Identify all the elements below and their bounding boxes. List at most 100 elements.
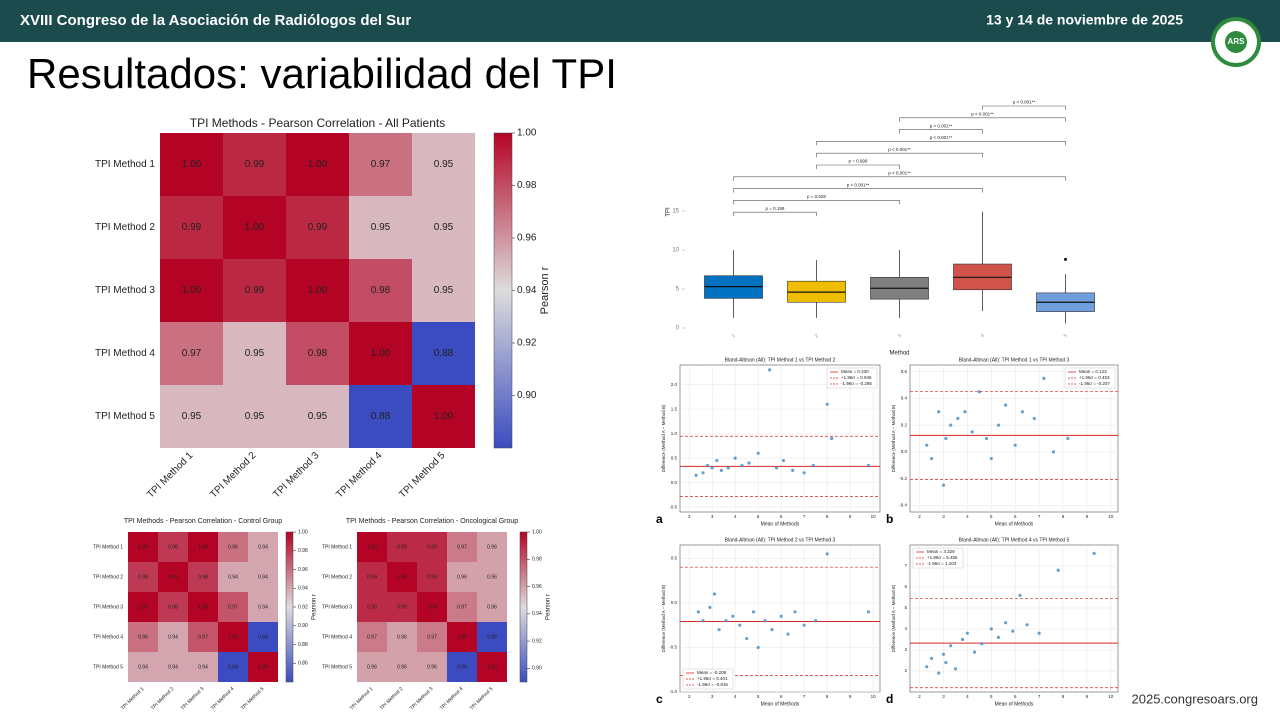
colorbar <box>285 531 294 683</box>
heatmap-cell <box>357 622 387 652</box>
heatmap-cell <box>160 259 223 322</box>
data-point <box>925 665 929 669</box>
data-point <box>751 610 756 614</box>
data-point <box>779 614 783 618</box>
heatmap-cell <box>477 592 507 622</box>
data-point <box>970 430 974 434</box>
heatmap-cell <box>160 385 223 448</box>
data-point <box>733 456 737 460</box>
cell-label: 0.96 <box>487 604 497 610</box>
cell-label: 0.94 <box>168 634 178 640</box>
heatmap-cell <box>417 652 447 682</box>
colorbar-tick-label: 0.98 <box>517 180 537 191</box>
x-tick-label: 5 <box>990 694 993 699</box>
x-tick-label: 1 <box>731 333 737 339</box>
y-axis-label: Difference (Method A − Method B) <box>891 584 896 652</box>
y-tick-label: 3 <box>904 647 907 652</box>
data-point <box>929 656 934 661</box>
data-point <box>953 667 958 671</box>
heatmap-cell <box>387 652 417 682</box>
x-tick-label: 4 <box>980 333 986 339</box>
data-point <box>763 619 767 623</box>
cell-label: 0.96 <box>397 634 407 640</box>
cell-label: 0.96 <box>228 544 238 550</box>
heatmap-cell <box>357 562 387 592</box>
heatmap-cell <box>477 562 507 592</box>
x-tick-label: 2 <box>688 694 691 699</box>
data-point <box>941 483 946 487</box>
heatmap-cell <box>286 322 349 385</box>
legend-label: -1.96σ = -0.286 <box>841 381 872 386</box>
heatmap-cell <box>357 652 387 682</box>
significance-label: p < 0.001** <box>847 182 870 187</box>
heatmap-cell <box>128 562 158 592</box>
x-tick-label: 8 <box>826 694 829 699</box>
data-point <box>963 410 967 414</box>
cell-label: 0.99 <box>245 159 265 170</box>
x-tick-label: 6 <box>780 694 783 699</box>
x-tick-label: 10 <box>871 694 877 699</box>
data-point <box>747 461 751 465</box>
y-tick-label: -1.0 <box>669 689 677 694</box>
data-point <box>731 614 735 618</box>
y-tick-label: 4 <box>904 626 907 631</box>
data-point <box>1051 450 1056 454</box>
cell-label: 0.95 <box>434 159 454 170</box>
data-point <box>694 473 698 477</box>
data-point <box>972 650 977 654</box>
row-label: TPI Method 2 <box>95 222 155 233</box>
data-point <box>1011 629 1015 633</box>
row-label: TPI Method 5 <box>93 664 123 670</box>
heatmap-cell <box>387 562 417 592</box>
row-label: TPI Method 3 <box>322 604 352 610</box>
significance-bracket <box>899 117 1066 122</box>
heatmap-title: TPI Methods - Pearson Correlation - Onco… <box>346 518 518 525</box>
significance-bracket <box>899 129 983 134</box>
heatmap-cell <box>160 133 223 196</box>
y-tick-label: 0.6 <box>901 369 908 374</box>
data-point <box>756 451 760 455</box>
significance-label: p < 0.001** <box>888 147 911 152</box>
x-tick-label: 2 <box>918 694 921 699</box>
data-point <box>814 619 818 623</box>
legend-label: Mean = 0.330 <box>841 369 869 374</box>
heatmap-cell <box>223 133 286 196</box>
heatmap-cell <box>218 562 248 592</box>
heatmap-cell <box>349 196 412 259</box>
cell-label: 0.99 <box>367 574 377 580</box>
significance-bracket <box>733 176 1066 181</box>
data-point <box>1018 593 1022 598</box>
x-tick-label: 9 <box>1086 694 1089 699</box>
data-point <box>712 592 717 596</box>
cell-label: 0.99 <box>245 285 265 296</box>
y-axis-label: Difference (Method A − Method B) <box>891 404 896 472</box>
heatmap-cell <box>447 562 477 592</box>
panel-letter: b <box>886 512 893 526</box>
heatmap-cell <box>188 532 218 562</box>
x-axis-label: Mean of Methods <box>761 521 800 527</box>
data-point <box>708 605 712 609</box>
cell-label: 0.99 <box>397 604 407 610</box>
cell-label: 0.84 <box>258 634 268 640</box>
data-point <box>738 623 742 627</box>
x-tick-label: 8 <box>1062 694 1065 699</box>
x-tick-label: 6 <box>1014 694 1017 699</box>
data-point <box>756 645 760 650</box>
cell-label: 0.96 <box>367 664 377 670</box>
cell-label: 1.00 <box>457 634 467 640</box>
colorbar-tick-label: 0.92 <box>517 338 537 349</box>
x-tick-label: 7 <box>803 514 806 519</box>
column-label: TPI Method 3 <box>271 450 322 501</box>
y-tick-label: 5 <box>904 605 907 610</box>
heatmap-cell <box>223 259 286 322</box>
colorbar-tick-label: 0.90 <box>517 390 537 401</box>
colorbar-tick-label: 0.96 <box>532 584 542 590</box>
legend-label: +1.96σ = 0.453 <box>1079 375 1110 380</box>
data-point <box>956 416 960 421</box>
cell-label: 0.96 <box>487 574 497 580</box>
y-tick-label: -0.4 <box>899 503 907 508</box>
significance-label: p < 0.001** <box>888 170 911 175</box>
cell-label: 1.00 <box>198 544 208 550</box>
cell-label: 0.94 <box>258 544 268 550</box>
